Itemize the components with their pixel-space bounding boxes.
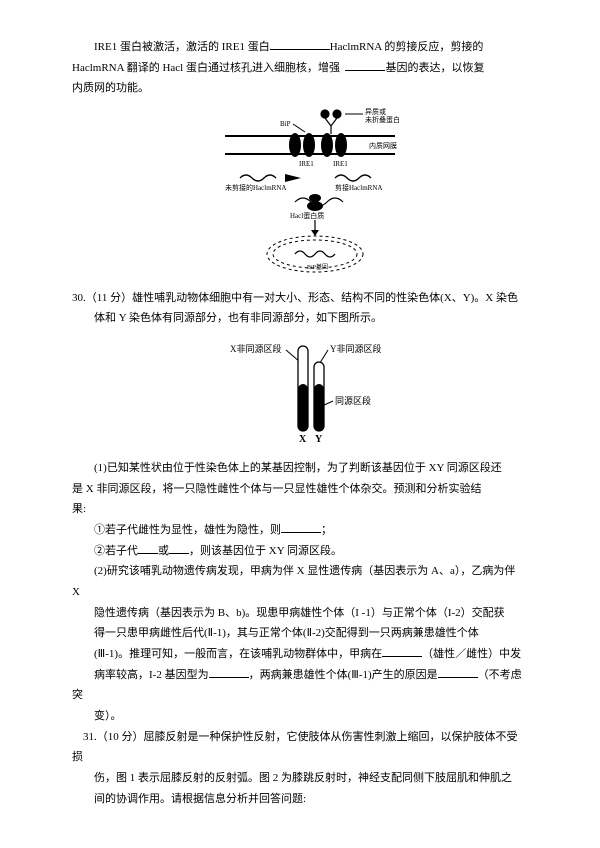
text: 内质网的功能。 bbox=[72, 82, 149, 94]
q31-l2: 损 bbox=[72, 748, 538, 767]
text: (2)研究该哺乳动物遗传病发现，甲病为伴 X 显性遗传病（基因表示为 A、a），… bbox=[94, 565, 515, 577]
blank bbox=[281, 522, 321, 533]
text: 伤，图 1 表示屈膝反射的反射弧。图 2 为膝跳反射时，神经支配同侧下肢屈肌和伸… bbox=[94, 772, 512, 784]
label: 剪接HaclmRNA bbox=[335, 183, 382, 192]
text: ； bbox=[321, 524, 332, 536]
label: IRE1 bbox=[299, 160, 314, 168]
top-paragraph-2: HaclmRNA 翻译的 Hacl 蛋白通过核孔进入细胞核，增强 基因的表达，以… bbox=[72, 59, 538, 78]
text: 31.（10 分）屈膝反射是一种保护性反射，它使肢体从伤害性刺激上缩回，以保护肢… bbox=[83, 731, 518, 743]
label: 未折叠蛋白 bbox=[365, 115, 400, 124]
text: 病率较高，I-2 基因型为 bbox=[94, 669, 209, 681]
q30-c2: ②若子代 或 ，则该基因位于 XY 同源区段。 bbox=[72, 542, 538, 561]
text: (Ⅲ-1)。推理可知，一般而言，在该哺乳动物群体中，甲病在 bbox=[94, 648, 382, 660]
q30-2b: 隐性遗传病（基因表示为 B、b)。现患甲病雄性个体（I -1）与正常个体（I-2… bbox=[72, 604, 538, 623]
text: ，两病兼患雄性个体(Ⅲ-1)产生的原因是 bbox=[249, 669, 438, 681]
q30-2c: 得一只患甲病雌性后代(Ⅱ-1)，其与正常个体(Ⅱ-2)交配得到一只两病兼患雄性个… bbox=[72, 624, 538, 643]
top-paragraph-3: 内质网的功能。 bbox=[72, 79, 538, 98]
text: IRE1 蛋白被激活，激活的 IRE1 蛋白 bbox=[94, 41, 270, 53]
text: 是 X 非同源区段，将一只隐性雌性个体与一只显性雄性个体杂交。预测和分析实验结 bbox=[72, 483, 481, 495]
blank bbox=[209, 667, 249, 678]
q30-1a: (1)已知某性状由位于性染色体上的某基因控制，为了判断该基因位于 XY 同源区段… bbox=[72, 459, 538, 478]
blank bbox=[438, 667, 478, 678]
q31-l4: 间的协调作用。请根据信息分析并回答问题: bbox=[72, 790, 538, 809]
label: BiP bbox=[280, 120, 291, 128]
text: ①若子代雌性为显性，雄性为隐性，则 bbox=[94, 524, 281, 536]
q30-line1: 30.（11 分）雄性哺乳动物体细胞中有一对大小、形态、结构不同的性染色体(X、… bbox=[72, 289, 538, 308]
q30-2f: 突 bbox=[72, 686, 538, 705]
diagram-svg: 异质或 未折叠蛋白 BiP 内质网膜 IRE1 IRE1 未剪接的HaclmRN bbox=[185, 104, 425, 274]
text: ，则该基因位于 XY 同源区段。 bbox=[189, 545, 342, 557]
q30-2g: 变）。 bbox=[72, 707, 538, 726]
text: 体和 Y 染色体有同源部分，也有非同源部分，如下图所示。 bbox=[94, 312, 382, 324]
text: （雄性／雌性）中发 bbox=[422, 648, 521, 660]
text: 突 bbox=[72, 689, 83, 701]
text: 得一只患甲病雌性后代(Ⅱ-1)，其与正常个体(Ⅱ-2)交配得到一只两病兼患雄性个… bbox=[94, 627, 479, 639]
text: (1)已知某性状由位于性染色体上的某基因控制，为了判断该基因位于 XY 同源区段… bbox=[94, 462, 502, 474]
label: X bbox=[299, 434, 307, 444]
label: Hacl蛋白质 bbox=[290, 211, 324, 220]
blank bbox=[169, 543, 189, 554]
figure-chromosome: X非同源区段 Y非同源区段 同源区段 X Y bbox=[72, 334, 538, 451]
text: 或 bbox=[158, 545, 169, 557]
top-paragraph: IRE1 蛋白被激活，激活的 IRE1 蛋白 HaclmRNA 的剪接反应，剪接的 bbox=[72, 38, 538, 57]
label: 内质网膜 bbox=[369, 141, 397, 150]
text: HaclmRNA 翻译的 Hacl 蛋白通过核孔进入细胞核，增强 bbox=[72, 62, 340, 74]
blank bbox=[345, 60, 385, 71]
blank bbox=[270, 39, 330, 50]
q30-c1: ①若子代雌性为显性，雄性为隐性，则 ； bbox=[72, 521, 538, 540]
label: 未剪接的HaclmRNA bbox=[225, 183, 286, 192]
exam-page: IRE1 蛋白被激活，激活的 IRE1 蛋白 HaclmRNA 的剪接反应，剪接的… bbox=[0, 0, 600, 848]
label: Y非同源区段 bbox=[330, 343, 382, 354]
q30-2d: (Ⅲ-1)。推理可知，一般而言，在该哺乳动物群体中，甲病在 （雄性／雌性）中发 bbox=[72, 645, 538, 664]
text: 果: bbox=[72, 503, 86, 515]
q30-xlabel: X bbox=[72, 583, 538, 602]
text: ②若子代 bbox=[94, 545, 138, 557]
text: 变）。 bbox=[94, 710, 122, 722]
text: （不考虑 bbox=[478, 669, 522, 681]
label: IRE1 bbox=[333, 160, 348, 168]
label: BiP基因 bbox=[307, 263, 328, 271]
text: 30.（11 分）雄性哺乳动物体细胞中有一对大小、形态、结构不同的性染色体(X、… bbox=[72, 292, 518, 304]
label: X非同源区段 bbox=[230, 343, 282, 354]
text: HaclmRNA 的剪接反应，剪接的 bbox=[330, 41, 484, 53]
text: 隐性遗传病（基因表示为 B、b)。现患甲病雄性个体（I -1）与正常个体（I-2… bbox=[94, 607, 505, 619]
label: 异质或 bbox=[365, 107, 386, 116]
text: 损 bbox=[72, 751, 83, 763]
label: 同源区段 bbox=[335, 395, 371, 406]
q30-2a: (2)研究该哺乳动物遗传病发现，甲病为伴 X 显性遗传病（基因表示为 A、a），… bbox=[72, 562, 538, 581]
q31-l3: 伤，图 1 表示屈膝反射的反射弧。图 2 为膝跳反射时，神经支配同侧下肢屈肌和伸… bbox=[72, 769, 538, 788]
chromosome-svg: X非同源区段 Y非同源区段 同源区段 X Y bbox=[200, 334, 410, 444]
figure-ire1-diagram: 异质或 未折叠蛋白 BiP 内质网膜 IRE1 IRE1 未剪接的HaclmRN bbox=[72, 104, 538, 281]
q30-2e: 病率较高，I-2 基因型为 ，两病兼患雄性个体(Ⅲ-1)产生的原因是 （不考虑 bbox=[72, 666, 538, 685]
text: X bbox=[72, 586, 80, 598]
blank bbox=[382, 646, 422, 657]
q30-1c: 果: bbox=[72, 500, 538, 519]
q30-line2: 体和 Y 染色体有同源部分，也有非同源部分，如下图所示。 bbox=[72, 309, 538, 328]
text: 间的协调作用。请根据信息分析并回答问题: bbox=[94, 793, 306, 805]
label: Y bbox=[315, 434, 323, 444]
q30-1b: 是 X 非同源区段，将一只隐性雌性个体与一只显性雄性个体杂交。预测和分析实验结 bbox=[72, 480, 538, 499]
text: 基因的表达，以恢复 bbox=[385, 62, 484, 74]
blank bbox=[138, 543, 158, 554]
q31-l1: 31.（10 分）屈膝反射是一种保护性反射，它使肢体从伤害性刺激上缩回，以保护肢… bbox=[72, 728, 538, 747]
